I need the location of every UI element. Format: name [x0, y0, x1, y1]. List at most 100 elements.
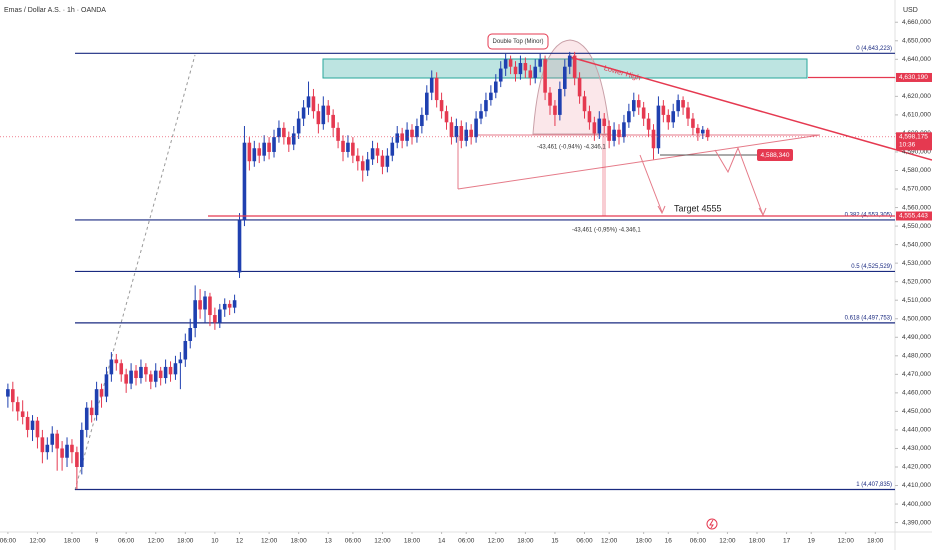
y-tick-label: 4,590,000: [902, 149, 931, 156]
candle-body: [198, 300, 202, 310]
candle-body: [218, 309, 222, 323]
candle-body: [533, 66, 538, 78]
candle-body: [543, 59, 547, 93]
candle-body: [282, 127, 286, 138]
candle-body: [434, 77, 439, 101]
x-tick-label: 12:00: [148, 538, 165, 545]
candle-body: [163, 366, 168, 379]
candle-body: [548, 92, 552, 106]
price-tag-label: 4,555,443: [899, 213, 928, 220]
candle-body: [75, 452, 79, 467]
y-tick-label: 4,410,000: [902, 482, 931, 489]
y-tick-label: 4,400,000: [902, 501, 931, 508]
candle-body: [508, 59, 513, 67]
x-tick-label: 17: [783, 538, 791, 545]
y-tick-label: 4,440,000: [902, 427, 931, 434]
candle-body: [267, 142, 271, 152]
candle-body: [400, 133, 404, 141]
candle-body: [538, 59, 542, 67]
candle-body: [144, 366, 148, 375]
candle-body: [627, 111, 631, 123]
candle-body: [671, 111, 676, 123]
candle-body: [587, 111, 592, 123]
candle-body: [410, 129, 414, 138]
candle-body: [45, 444, 50, 453]
y-tick-label: 4,570,000: [902, 186, 931, 193]
candle-body: [40, 437, 45, 453]
candle-body: [84, 407, 89, 430]
candle-body: [681, 100, 685, 108]
candle-body: [523, 63, 528, 71]
candle-body: [35, 420, 40, 438]
candle-body: [227, 303, 232, 308]
candle-body: [498, 68, 503, 82]
candle-body: [247, 142, 252, 162]
candle-body: [567, 55, 572, 67]
candle-body: [631, 100, 636, 112]
support-line: [457, 134, 821, 190]
candle-body: [11, 389, 15, 403]
x-tick-label: 16: [665, 538, 673, 545]
event-icon[interactable]: [706, 518, 718, 530]
candle-body: [444, 111, 449, 123]
y-tick-label: 4,480,000: [902, 353, 931, 360]
candle-body: [326, 105, 331, 115]
candle-body: [20, 411, 25, 417]
candle-body: [291, 133, 296, 145]
candle-body: [129, 370, 133, 384]
y-tick-label: 4,470,000: [902, 371, 931, 378]
fib-label: 1 (4,407,835): [856, 482, 892, 488]
candle-body: [356, 155, 360, 162]
event-icon: [709, 519, 714, 529]
candle-body: [60, 448, 64, 458]
candle-body: [646, 118, 651, 130]
candle-body: [459, 126, 464, 141]
price-tag: [896, 211, 932, 221]
candle-body: [168, 366, 173, 375]
candle-body: [705, 129, 710, 138]
candle-body: [222, 303, 227, 310]
candle-body: [636, 100, 641, 108]
price-tag: [896, 132, 932, 151]
candle-body: [25, 416, 30, 430]
candle-body: [582, 96, 587, 112]
candle-body: [375, 148, 380, 156]
annotation: Target 4555: [674, 203, 722, 213]
y-tick-label: 4,420,000: [902, 464, 931, 471]
arrow-head: [657, 205, 666, 215]
candle-body: [700, 129, 705, 134]
candle-body: [158, 370, 163, 379]
candle-body: [65, 444, 69, 458]
candle-body: [420, 114, 424, 127]
x-tick-label: 06:00: [458, 538, 475, 545]
y-tick-label: 4,540,000: [902, 241, 931, 248]
price-tag: [896, 72, 932, 82]
annotation: -43,461 (-0,95%) -4.346,1: [572, 228, 641, 234]
candle-body: [666, 114, 671, 123]
candle-body: [597, 118, 602, 134]
annotation: Double Top (Minor): [493, 39, 544, 45]
candle-body: [425, 92, 429, 115]
y-tick-label: 4,450,000: [902, 408, 931, 415]
candle-body: [612, 129, 616, 141]
candle-body: [272, 137, 276, 152]
x-tick-label: 18:00: [749, 538, 766, 545]
candle-body: [316, 111, 321, 125]
x-tick-label: 06:00: [576, 538, 593, 545]
candle-body: [30, 420, 35, 430]
candle-body: [331, 114, 335, 128]
candle-body: [237, 220, 242, 273]
candle-body: [351, 142, 355, 156]
candle-body: [173, 363, 178, 375]
candle-body: [380, 155, 385, 167]
candle-body: [577, 77, 582, 97]
x-tick-label: 12:00: [261, 538, 278, 545]
x-tick-label: 06:00: [345, 538, 362, 545]
candle-body: [321, 105, 326, 125]
x-tick-label: 18:00: [636, 538, 653, 545]
x-tick-label: 12:00: [838, 538, 855, 545]
candle-body: [80, 429, 84, 467]
candle-body: [651, 129, 656, 149]
candle-body: [641, 107, 646, 119]
candle-body: [553, 105, 557, 115]
